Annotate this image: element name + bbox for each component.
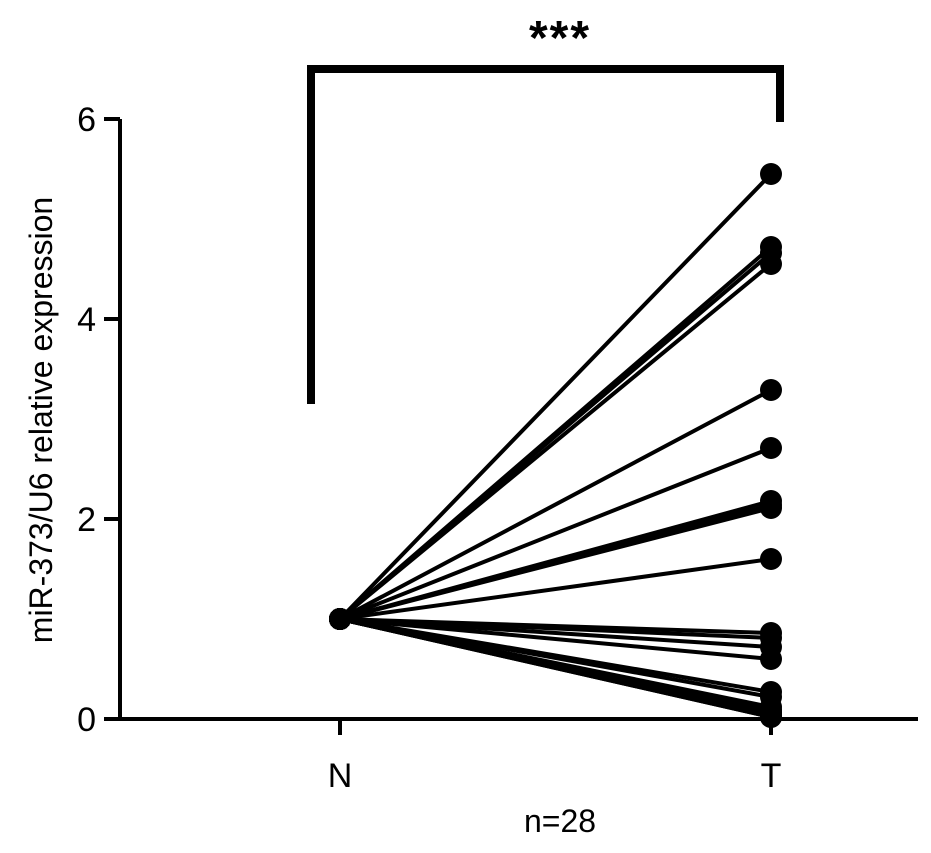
point-t	[760, 379, 782, 401]
point-t	[760, 163, 782, 185]
pair-line	[338, 388, 773, 621]
point-t	[760, 706, 782, 728]
axes-layer	[104, 117, 918, 735]
bracket-path	[307, 65, 784, 404]
x-category-label: T	[761, 757, 782, 795]
labels-layer: miR-373/U6 relative expression n=28 *** …	[23, 12, 781, 839]
point-t	[760, 548, 782, 570]
sample-size-label: n=28	[524, 803, 596, 839]
y-tick-label: 6	[77, 101, 96, 139]
x-category-label: N	[328, 757, 353, 795]
y-axis-title: miR-373/U6 relative expression	[23, 197, 59, 643]
points-layer	[329, 163, 782, 728]
significance-bracket	[307, 65, 784, 404]
significance-label: ***	[529, 12, 591, 65]
point-t	[760, 253, 782, 275]
pair-line	[338, 172, 773, 621]
point-t	[760, 648, 782, 670]
pair-lines-layer	[338, 172, 773, 719]
y-tick-label: 4	[77, 301, 96, 339]
pair-line	[338, 506, 773, 621]
point-t	[760, 497, 782, 519]
pair-line	[338, 617, 773, 719]
point-t	[760, 437, 782, 459]
y-tick-label: 0	[77, 701, 96, 739]
pair-line	[338, 557, 773, 621]
pair-line	[338, 617, 773, 661]
y-tick-label: 2	[77, 501, 96, 539]
point-n	[329, 608, 351, 630]
pair-line	[338, 446, 773, 621]
pair-line	[338, 262, 773, 621]
